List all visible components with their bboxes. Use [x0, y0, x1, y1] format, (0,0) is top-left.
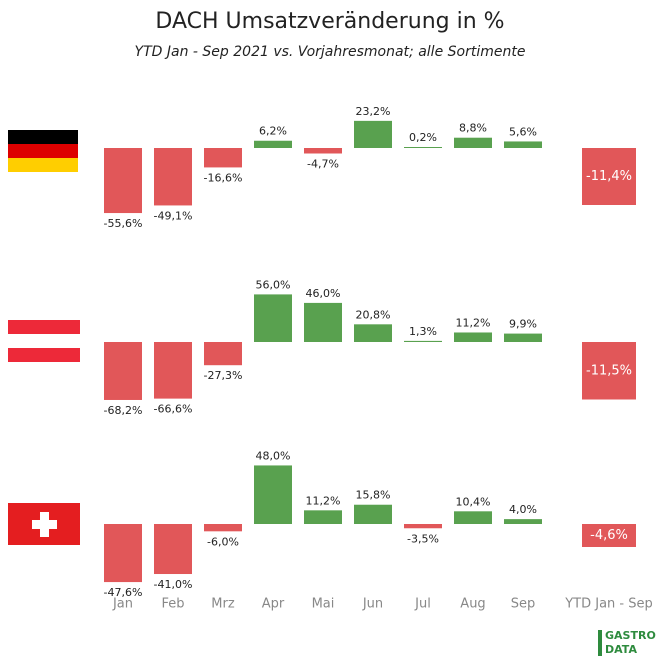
data-label: -4,7%: [307, 157, 339, 170]
logo-text: GASTRO: [605, 629, 656, 642]
bar: [204, 148, 242, 168]
ytd-bar: [582, 524, 636, 547]
flag-stripe: [8, 130, 78, 144]
data-label: -49,1%: [154, 209, 193, 222]
bar: [304, 510, 342, 524]
bar: [404, 147, 442, 148]
bar: [454, 332, 492, 342]
bar: [104, 148, 142, 214]
x-tick-label: Jan: [112, 597, 133, 612]
flag-stripe: [8, 334, 80, 348]
data-label: -27,3%: [204, 369, 243, 382]
x-tick-label: Aug: [460, 597, 485, 612]
flag-austria: [8, 320, 80, 362]
data-label: 1,3%: [409, 325, 437, 338]
bar: [404, 340, 442, 342]
flag-germany: [8, 130, 78, 172]
bar: [454, 137, 492, 148]
bar: [254, 465, 292, 524]
bar: [254, 140, 292, 148]
bar: [354, 120, 392, 148]
data-label: 10,4%: [456, 495, 491, 508]
chart-title: DACH Umsatzveränderung in %: [155, 9, 504, 34]
data-label: -16,6%: [204, 171, 243, 184]
data-label: -11,5%: [586, 363, 632, 378]
data-label: 11,2%: [306, 494, 341, 507]
data-label: 11,2%: [456, 316, 491, 329]
chart-subtitle: YTD Jan - Sep 2021 vs. Vorjahresmonat; a…: [135, 44, 526, 60]
bar: [504, 141, 542, 148]
brand-logo: GASTRO DATA: [598, 629, 656, 656]
ytd-bar: [582, 148, 636, 205]
flag-switzerland: [8, 503, 80, 545]
data-label: 56,0%: [256, 278, 291, 291]
x-tick-label: Sep: [511, 597, 536, 612]
bar: [504, 333, 542, 342]
bar: [354, 324, 392, 342]
x-tick-label: Apr: [262, 597, 285, 612]
data-label: -68,2%: [104, 404, 143, 417]
data-label: 20,8%: [356, 308, 391, 321]
bar: [154, 524, 192, 575]
data-label: -47,6%: [104, 586, 143, 599]
data-label: 9,9%: [509, 318, 537, 331]
bar: [304, 148, 342, 154]
bar: [504, 519, 542, 524]
x-tick-label: Jun: [362, 597, 383, 612]
data-label: 46,0%: [306, 287, 341, 300]
bar: [154, 148, 192, 206]
data-label: 6,2%: [259, 125, 287, 138]
data-label: -4,6%: [590, 528, 628, 543]
data-label: -66,6%: [154, 403, 193, 416]
data-label: 15,8%: [356, 489, 391, 502]
data-label: 0,2%: [409, 131, 437, 144]
ytd-bar: [582, 342, 636, 400]
data-label: 4,0%: [509, 503, 537, 516]
x-tick-label: Mrz: [211, 597, 235, 612]
bar: [204, 524, 242, 532]
flag-stripe: [8, 144, 78, 158]
data-label: 23,2%: [356, 105, 391, 118]
data-label: 5,6%: [509, 125, 537, 138]
logo-text: DATA: [605, 643, 637, 656]
bar: [104, 342, 142, 400]
data-label: -41,0%: [154, 578, 193, 591]
x-tick-label: YTD Jan - Sep: [564, 597, 653, 612]
data-label: 8,8%: [459, 122, 487, 135]
bar: [154, 342, 192, 399]
flag-stripe: [8, 320, 80, 334]
data-label: -55,6%: [104, 217, 143, 230]
flag-stripe: [8, 348, 80, 362]
x-tick-label: Mai: [312, 597, 335, 612]
data-label: 48,0%: [256, 449, 291, 462]
data-label: -11,4%: [586, 169, 632, 184]
bar: [404, 524, 442, 529]
data-label: -6,0%: [207, 535, 239, 548]
bar: [104, 524, 142, 583]
flag-stripe: [8, 158, 78, 172]
flag-cross: [32, 520, 57, 529]
logo-mark: [598, 630, 602, 656]
bar: [204, 342, 242, 366]
bar: [304, 302, 342, 342]
x-tick-label: Jul: [414, 597, 431, 612]
data-label: -3,5%: [407, 532, 439, 545]
bar: [254, 294, 292, 342]
bar: [454, 511, 492, 524]
bar: [354, 504, 392, 524]
x-tick-label: Feb: [161, 597, 184, 612]
